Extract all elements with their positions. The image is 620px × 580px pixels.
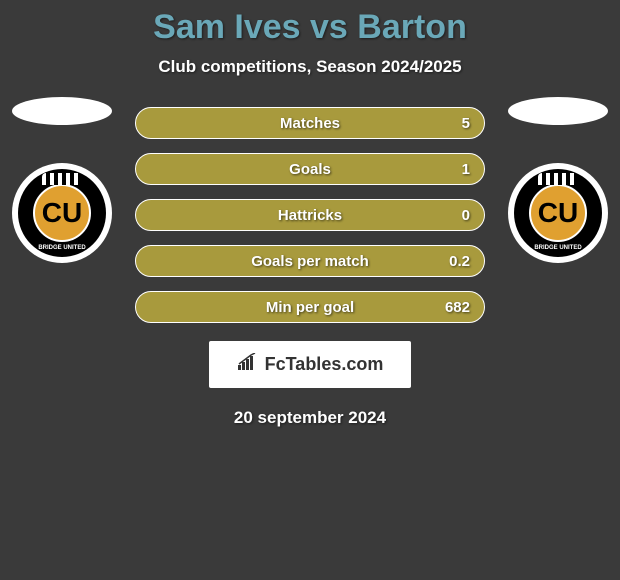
- left-player-placeholder: [12, 97, 112, 125]
- stat-row-goals-per-match: Goals per match 0.2: [135, 245, 485, 277]
- badge-center-text: CU: [529, 184, 587, 242]
- left-player-column: CU BRIDGE UNITED: [8, 97, 116, 263]
- right-player-column: CU BRIDGE UNITED: [504, 97, 612, 263]
- right-club-badge: CU BRIDGE UNITED: [508, 163, 608, 263]
- fctables-logo: FcTables.com: [209, 341, 412, 388]
- stats-list: Matches 5 Goals 1 Hattricks 0 Goals per …: [135, 97, 485, 323]
- stat-value: 0: [462, 207, 470, 224]
- page-subtitle: Club competitions, Season 2024/2025: [0, 57, 620, 77]
- stat-value: 1: [462, 161, 470, 178]
- right-player-placeholder: [508, 97, 608, 125]
- stat-label: Matches: [280, 115, 340, 132]
- badge-top-stripes: [538, 173, 578, 185]
- badge-top-stripes: [42, 173, 82, 185]
- logo-text: FcTables.com: [265, 354, 384, 375]
- badge-inner: CU BRIDGE UNITED: [514, 169, 602, 257]
- stat-label: Goals: [289, 161, 331, 178]
- badge-bottom-text: BRIDGE UNITED: [514, 245, 602, 251]
- chart-icon: [237, 353, 259, 376]
- badge-center-text: CU: [33, 184, 91, 242]
- left-club-badge: CU BRIDGE UNITED: [12, 163, 112, 263]
- footer: FcTables.com 20 september 2024: [0, 341, 620, 428]
- stat-value: 0.2: [449, 253, 470, 270]
- stat-label: Min per goal: [266, 299, 354, 316]
- stat-row-min-per-goal: Min per goal 682: [135, 291, 485, 323]
- stat-row-matches: Matches 5: [135, 107, 485, 139]
- stat-label: Goals per match: [251, 253, 369, 270]
- page-title: Sam Ives vs Barton: [0, 8, 620, 47]
- stat-label: Hattricks: [278, 207, 342, 224]
- header: Sam Ives vs Barton Club competitions, Se…: [0, 0, 620, 77]
- badge-bottom-text: BRIDGE UNITED: [18, 245, 106, 251]
- content-area: CU BRIDGE UNITED Matches 5 Goals 1 Hattr…: [0, 77, 620, 323]
- stat-row-hattricks: Hattricks 0: [135, 199, 485, 231]
- stat-value: 5: [462, 115, 470, 132]
- badge-inner: CU BRIDGE UNITED: [18, 169, 106, 257]
- stat-row-goals: Goals 1: [135, 153, 485, 185]
- footer-date: 20 september 2024: [0, 408, 620, 428]
- stat-value: 682: [445, 299, 470, 316]
